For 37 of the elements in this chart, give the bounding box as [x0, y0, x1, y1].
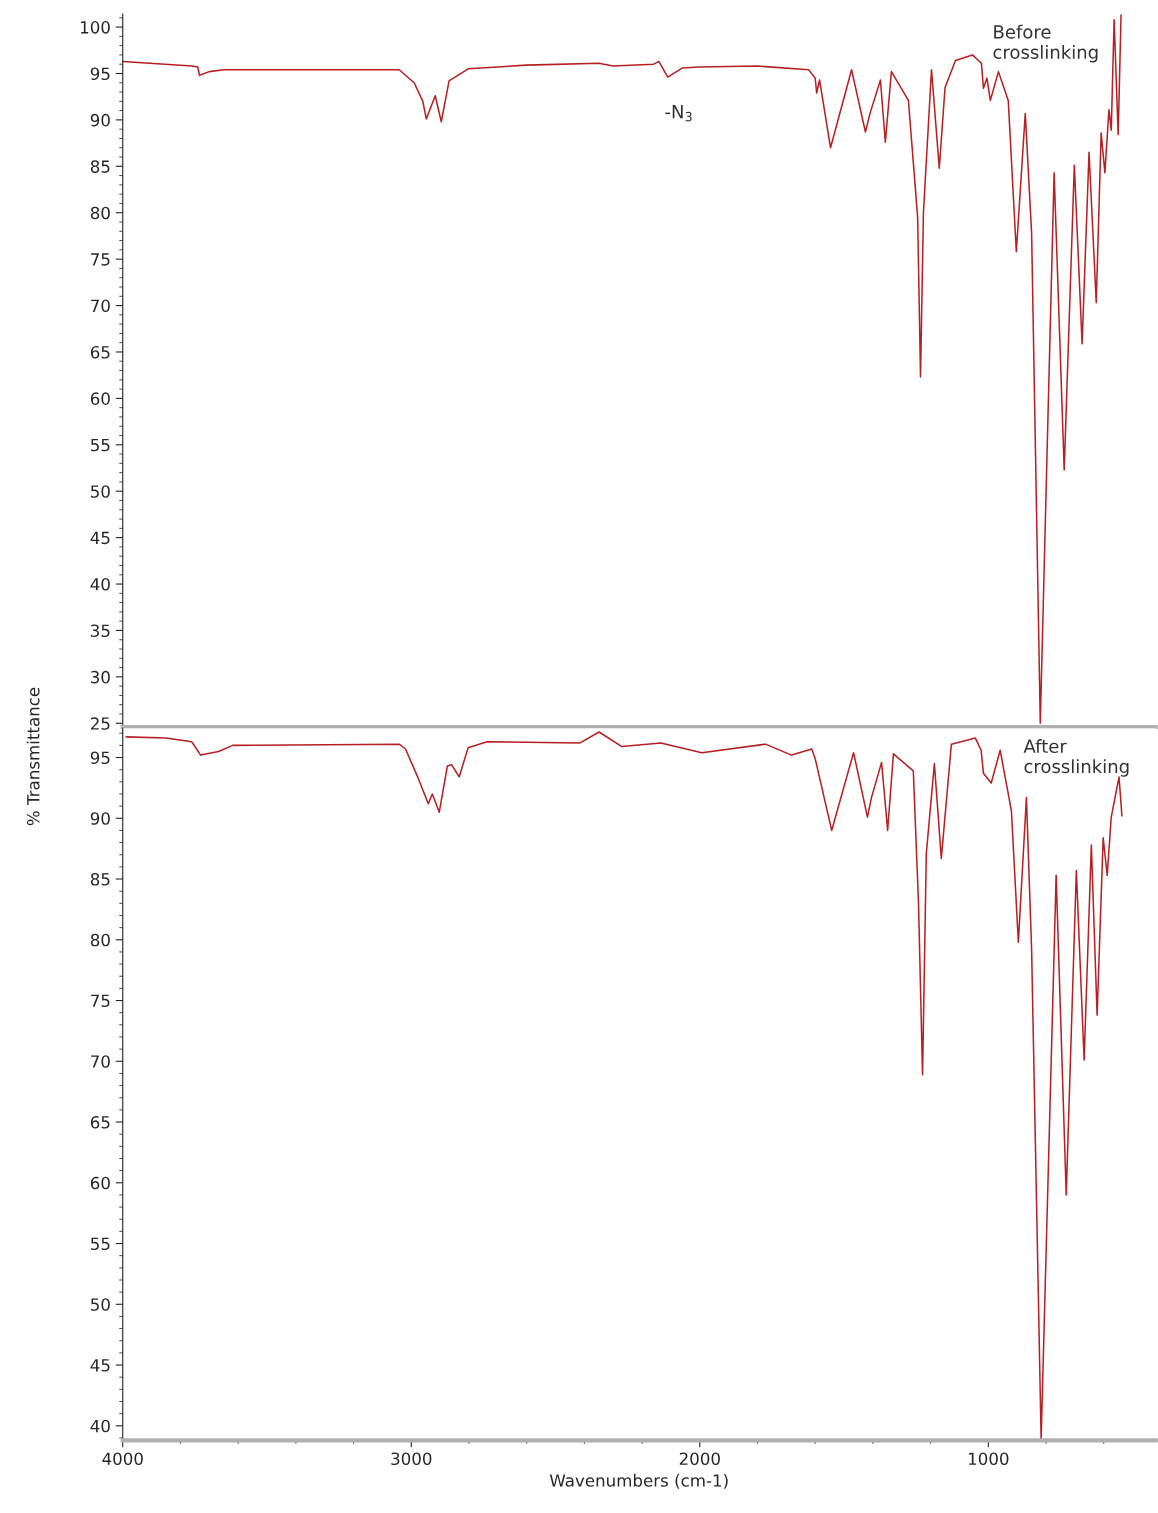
y-axis-title: % Transmittance	[26, 687, 40, 826]
y-tick-label: 40	[90, 578, 110, 591]
y-tick-label: 70	[91, 299, 110, 313]
y-tick-label: 85	[90, 160, 110, 173]
x-tick-label: 2000	[679, 1452, 720, 1466]
x-tick-label: 4000	[102, 1452, 143, 1466]
y-tick-label: 65	[90, 1116, 110, 1129]
y-tick-label: 65	[90, 345, 110, 359]
y-tick-label: 85	[90, 872, 110, 886]
y-tick-label: 75	[91, 994, 110, 1008]
series-label: Before crosslinking	[993, 24, 1098, 63]
y-tick-label: 80	[90, 206, 110, 220]
y-tick-label: 90	[90, 812, 110, 825]
y-tick-label: 95	[90, 67, 110, 81]
y-tick-label: 25	[90, 717, 110, 730]
y-tick-label: 70	[91, 1055, 110, 1068]
y-tick-label: 45	[90, 531, 110, 545]
x-axis-title: Wavenumbers (cm-1)	[549, 1473, 728, 1489]
y-tick-label: 30	[91, 670, 110, 684]
y-tick-label: 55	[91, 1237, 110, 1251]
x-tick-label: 1000	[968, 1452, 1009, 1466]
y-tick-label: 40	[90, 1419, 110, 1433]
y-tick-label: 60	[90, 1176, 110, 1190]
y-tick-label: 50	[91, 1298, 110, 1311]
y-tick-label: 75	[91, 253, 110, 266]
y-tick-label: 50	[91, 485, 110, 498]
series-label: After crosslinking	[1023, 739, 1129, 777]
y-tick-label: 100	[80, 21, 110, 34]
y-tick-label: 55	[91, 438, 110, 452]
y-tick-label: 45	[90, 1359, 110, 1372]
y-tick-label: 35	[91, 624, 110, 638]
y-tick-label: 90	[90, 113, 110, 127]
y-tick-label: 60	[90, 392, 110, 405]
x-tick-label: 3000	[391, 1452, 432, 1466]
y-tick-label: 95	[90, 751, 110, 765]
y-tick-label: 80	[90, 933, 110, 947]
annotation: -N$_{3}$	[665, 105, 692, 122]
